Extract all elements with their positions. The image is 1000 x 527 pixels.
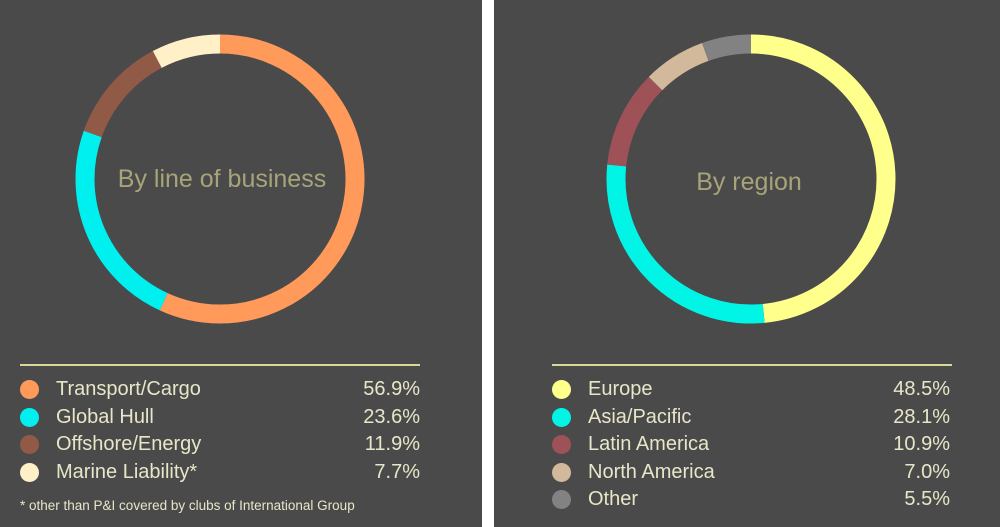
legend: Europe 48.5% Asia/Pacific 28.1% Latin Am… (552, 376, 950, 514)
donut-chart-line-of-business (75, 34, 365, 324)
legend-item: Asia/Pacific 28.1% (552, 404, 950, 432)
legend-swatch (20, 435, 39, 454)
donut-segment-latin-america (607, 76, 663, 167)
legend-value: 56.9% (363, 378, 420, 400)
legend-swatch (552, 407, 571, 427)
legend-value: 7.7% (374, 460, 420, 483)
legend-item: Other 5.5% (552, 486, 950, 514)
donut-segment-offshore-energy (83, 51, 162, 138)
legend: Transport/Cargo 56.9% Global Hull 23.6% … (20, 376, 420, 486)
legend-divider (20, 364, 420, 366)
donut-center-label: By line of business (117, 165, 327, 193)
legend-swatch (552, 462, 571, 482)
legend-swatch (552, 380, 571, 399)
donut-segment-asia-pacific (606, 164, 765, 324)
legend-label: Marine Liability* (56, 460, 198, 483)
legend-item: Europe 48.5% (552, 376, 950, 404)
legend-swatch (20, 407, 39, 427)
legend-swatch (552, 490, 571, 509)
legend-label: Other (588, 488, 639, 510)
legend-item: Global Hull 23.6% (20, 404, 420, 432)
legend-swatch (552, 435, 571, 454)
chart-panel-region: By region Europe 48.5% Asia/Pacific 28.1… (494, 0, 1000, 527)
donut-segment-other (702, 34, 752, 62)
legend-item: Latin America 10.9% (552, 431, 950, 459)
legend-label: Latin America (588, 433, 710, 455)
legend-label: Offshore/Energy (56, 433, 202, 455)
legend-item: Offshore/Energy 11.9% (20, 431, 420, 459)
legend-value: 5.5% (904, 488, 950, 510)
legend-label: Asia/Pacific (588, 405, 692, 428)
legend-value: 48.5% (893, 378, 950, 400)
donut-segment-global-hull (75, 130, 168, 311)
legend-value: 10.9% (893, 433, 950, 455)
legend-value: 11.9% (364, 433, 420, 455)
legend-swatch (20, 380, 39, 399)
legend-item: Transport/Cargo 56.9% (20, 376, 420, 404)
legend-label: North America (588, 460, 715, 483)
donut-center-label: By region (696, 168, 802, 196)
footnote: * other than P&I covered by clubs of Int… (20, 498, 355, 513)
legend-swatch (20, 462, 39, 482)
legend-label: Transport/Cargo (56, 378, 201, 400)
donut-segment-transport-cargo (159, 34, 365, 324)
legend-item: Marine Liability* 7.7% (20, 459, 420, 487)
legend-divider (552, 364, 952, 366)
legend-value: 7.0% (904, 460, 950, 483)
legend-value: 23.6% (363, 405, 420, 428)
donut-segment-marine-liability (152, 34, 221, 68)
legend-item: North America 7.0% (552, 459, 950, 487)
legend-label: Global Hull (56, 405, 154, 428)
donut-segment-europe (750, 34, 896, 323)
donut-chart-region (606, 34, 896, 324)
chart-panel-line-of-business: By line of business Transport/Cargo 56.9… (0, 0, 482, 527)
legend-value: 28.1% (893, 405, 950, 428)
donut-segment-north-america (648, 43, 709, 91)
legend-label: Europe (588, 378, 653, 400)
